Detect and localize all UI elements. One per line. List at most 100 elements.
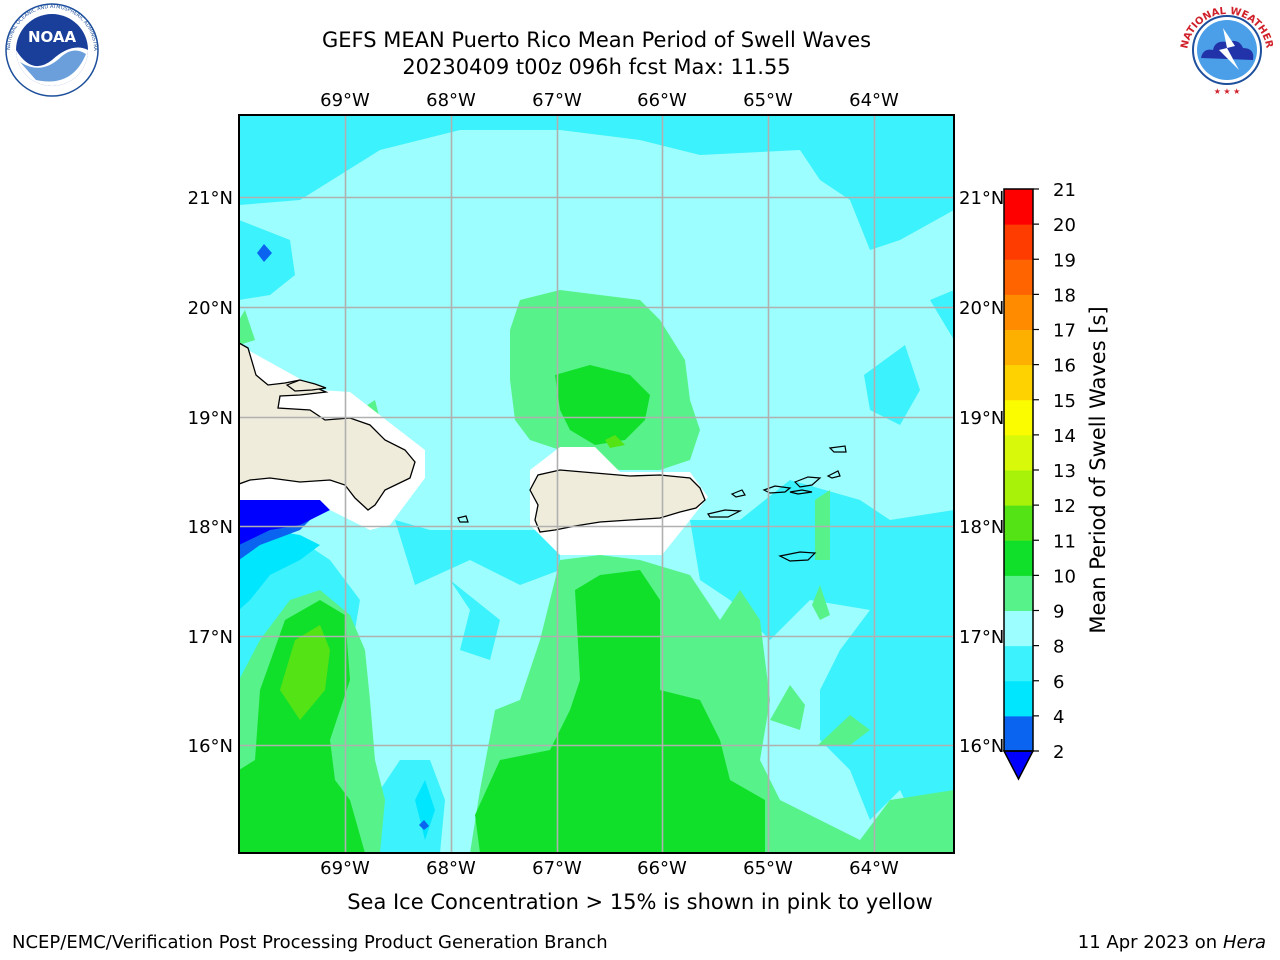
lon-label-top: 68°W [426, 90, 476, 111]
colorbar-segment [1004, 399, 1033, 436]
noaa-logo: NOAA NATIONAL OCEANIC AND ATMOSPHERIC AD… [2, 2, 99, 97]
lon-label-bottom: 65°W [743, 858, 793, 879]
field-10-11s-west [239, 600, 365, 853]
map-field [239, 115, 954, 853]
lon-label-bottom: 67°W [532, 858, 582, 879]
field-10-11s-north [555, 365, 650, 445]
lat-label-left: 16°N [188, 736, 233, 757]
colorbar-segment [1004, 224, 1033, 260]
credit-date: 11 Apr 2023 on [1077, 932, 1223, 953]
sea-ice-note: Sea Ice Concentration > 15% is shown in … [347, 890, 933, 914]
field-9-10s-east1 [770, 685, 805, 730]
colorbar-tick-label: 19 [1053, 250, 1076, 271]
colorbar-segment [1004, 259, 1033, 295]
colorbar [1002, 188, 1035, 781]
credit-right: 11 Apr 2023 on Hera [1078, 932, 1266, 953]
gridlines [239, 115, 954, 853]
lat-label-right: 16°N [959, 736, 1004, 757]
colorbar-tick-label: 16 [1053, 356, 1076, 377]
colorbar-segment [1004, 610, 1033, 647]
colorbar-tick-label: 11 [1053, 531, 1076, 552]
field-11-12s-west [280, 625, 330, 720]
field-below-2s [239, 500, 330, 545]
lat-label-right: 18°N [959, 517, 1004, 538]
colorbar-tick-label: 21 [1053, 180, 1076, 201]
colorbar-segment [1004, 540, 1033, 576]
colorbar-segment [1004, 715, 1033, 752]
lon-label-top: 66°W [637, 90, 687, 111]
field-9-10s-east4 [812, 585, 830, 620]
nws-stars-icon: ★ ★ ★ [1214, 87, 1241, 96]
colorbar-segment [1004, 645, 1033, 682]
colorbar-tick-label: 8 [1053, 637, 1064, 658]
land-mona [457, 515, 469, 523]
lat-label-right: 21°N [959, 188, 1004, 209]
noaa-logo-text: NOAA [28, 28, 77, 46]
lat-label-left: 21°N [188, 188, 233, 209]
colorbar-tick-label: 4 [1053, 707, 1064, 728]
lat-label-left: 17°N [188, 627, 233, 648]
map-frame [238, 114, 955, 854]
colorbar-tick-label: 12 [1053, 496, 1076, 517]
colorbar-tick-label: 15 [1053, 391, 1076, 412]
colorbar-segment [1004, 294, 1033, 330]
lat-label-left: 20°N [188, 298, 233, 319]
land-culebra [730, 489, 746, 498]
land-puerto-rico [529, 469, 706, 533]
field-2-4s-spot1 [257, 244, 272, 262]
land-vieques [707, 509, 743, 518]
land-st-croix [778, 551, 817, 562]
colorbar-segment [1004, 470, 1033, 506]
land-anegada [828, 445, 847, 453]
colorbar-tick-label: 18 [1053, 285, 1076, 306]
field-6-8s-sw [380, 760, 445, 853]
colorbar-segment [1004, 575, 1033, 611]
colorbar-segment [1004, 505, 1033, 541]
lat-label-right: 17°N [959, 627, 1004, 648]
field-9-10s-west2 [239, 310, 255, 345]
field-9-10s-east3 [818, 715, 870, 745]
colorbar-segment [1004, 680, 1033, 717]
lon-label-bottom: 66°W [637, 858, 687, 879]
colorbar-segment [1004, 189, 1033, 225]
colorbar-tick-label: 14 [1053, 426, 1076, 447]
field-4-6s-spot1 [415, 780, 435, 840]
nws-logo: NATIONAL WEATHER SERVICE ★ ★ ★ [1177, 2, 1275, 96]
field-6-8s-nw [239, 220, 295, 300]
field-6-8s-ne [864, 345, 920, 425]
field-6-8s-mid [450, 580, 500, 660]
land-virgin-islands [762, 470, 841, 495]
lon-label-bottom: 68°W [426, 858, 476, 879]
lon-label-top: 64°W [849, 90, 899, 111]
colorbar-segment [1004, 434, 1033, 471]
field-6-8s-north [239, 115, 954, 250]
colorbar-label: Mean Period of Swell Waves [s] [1086, 306, 1110, 633]
lon-label-bottom: 69°W [320, 858, 370, 879]
colorbar-segment [1004, 329, 1033, 366]
colorbar-tick-label: 6 [1053, 672, 1064, 693]
colorbar-tick-label: 20 [1053, 215, 1076, 236]
field-10-11s-center [475, 570, 765, 853]
chart-subtitle: 20230409 t00z 096h fcst Max: 11.55 [402, 55, 791, 79]
colorbar-tick-label: 9 [1053, 602, 1064, 623]
colorbar-tick-label: 13 [1053, 461, 1076, 482]
lat-label-left: 18°N [188, 517, 233, 538]
field-11-12s-spot [605, 435, 625, 448]
colorbar-extend-triangle [1002, 750, 1035, 781]
lon-label-bottom: 64°W [849, 858, 899, 879]
lat-label-left: 19°N [188, 408, 233, 429]
chart-title: GEFS MEAN Puerto Rico Mean Period of Swe… [321, 28, 872, 52]
colorbar-segment [1004, 364, 1033, 401]
field-6-8s-center [395, 520, 560, 585]
lon-label-top: 69°W [320, 90, 370, 111]
credit-host: Hera [1222, 932, 1266, 953]
field-2-4s-spot2 [419, 820, 429, 830]
colorbar-tick-label: 17 [1053, 321, 1076, 342]
lat-label-right: 20°N [959, 298, 1004, 319]
colorbar-tick-label: 2 [1053, 742, 1064, 763]
field-9-10s-east2 [815, 490, 830, 560]
lon-label-top: 67°W [532, 90, 582, 111]
field-6-8s-east [690, 480, 954, 853]
lon-label-top: 65°W [743, 90, 793, 111]
